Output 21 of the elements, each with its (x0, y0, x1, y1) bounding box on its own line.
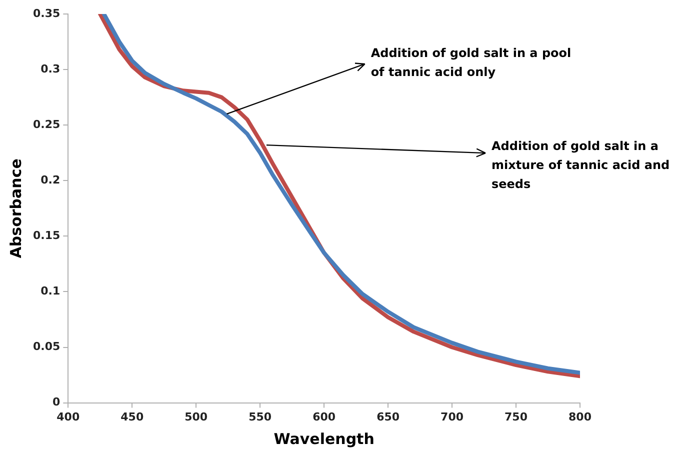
y-tick-label: 0.05 (33, 340, 60, 354)
y-tick-label: 0 (52, 396, 60, 409)
y-tick-label: 0.1 (40, 284, 60, 298)
y-tick-label: 0.15 (33, 229, 60, 242)
annotation: Addition of gold salt in a mixture of tannic acid and seeds (491, 138, 671, 194)
annotation: Addition of gold salt in a pool of tannic acid only (370, 44, 572, 81)
y-tick-label: 0.2 (40, 173, 60, 186)
y-axis-title: Absorbance (6, 158, 25, 258)
x-tick-label: 750 (504, 410, 528, 424)
y-tick-label: 0.35 (33, 6, 60, 20)
y-tick-label: 0.25 (33, 118, 60, 131)
x-tick-label: 400 (56, 410, 80, 424)
x-tick-label: 600 (312, 410, 336, 424)
x-tick-label: 450 (120, 410, 144, 424)
x-axis-title: Wavelength (274, 430, 374, 448)
x-tick-label: 500 (184, 410, 208, 424)
x-tick-label: 550 (248, 410, 272, 424)
y-tick-label: 0.3 (40, 62, 60, 76)
x-tick-label: 800 (568, 410, 592, 424)
x-tick-label: 700 (440, 410, 464, 424)
x-tick-label: 650 (376, 410, 400, 424)
